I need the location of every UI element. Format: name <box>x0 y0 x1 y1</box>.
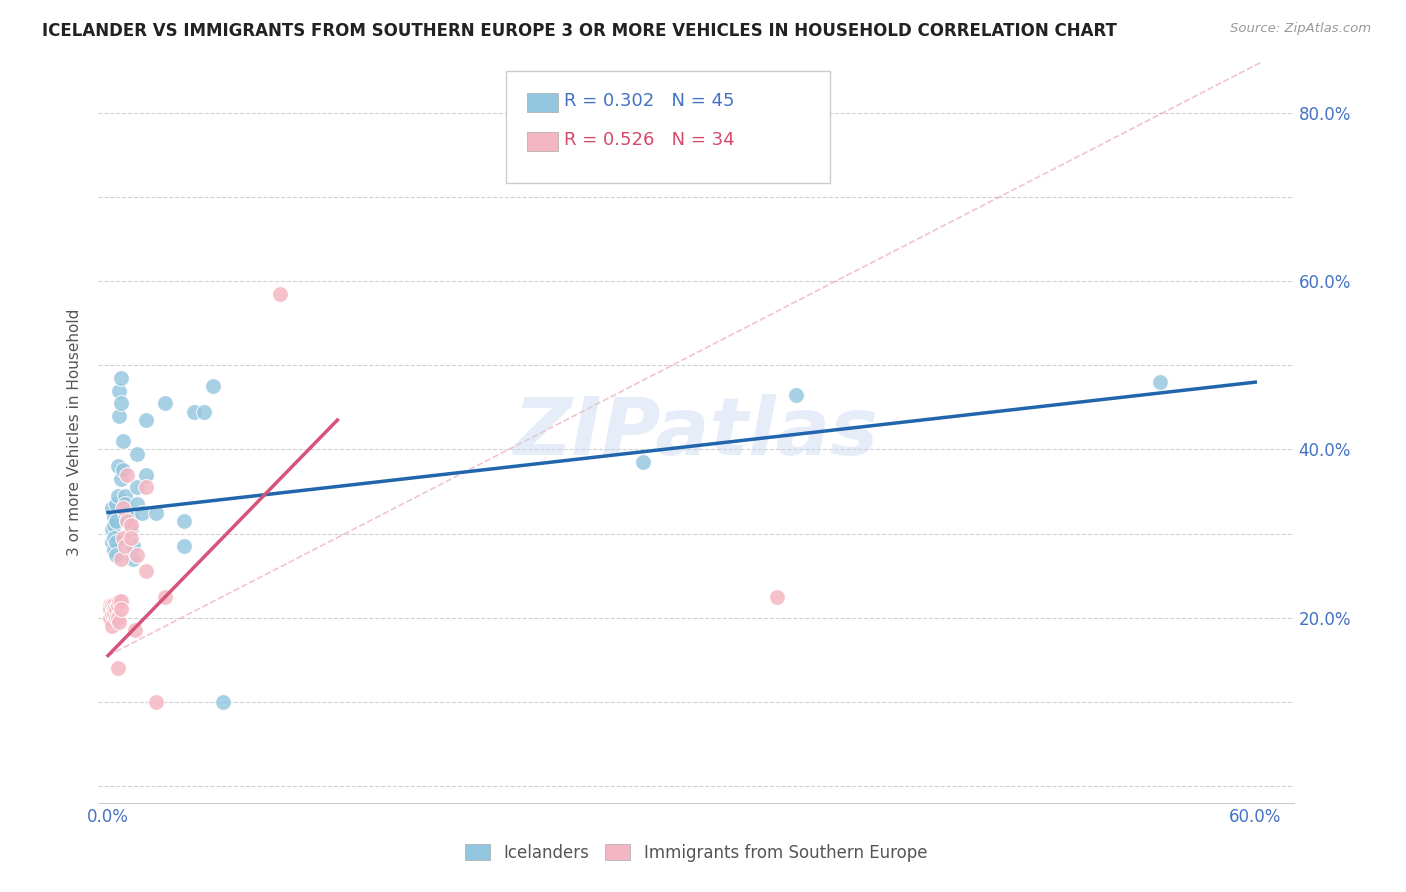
Point <box>135 413 157 427</box>
Point <box>101 607 124 621</box>
Point <box>125 497 148 511</box>
Text: R = 0.526   N = 34: R = 0.526 N = 34 <box>564 131 734 149</box>
Point <box>120 518 142 533</box>
Point <box>104 610 127 624</box>
Point <box>103 531 125 545</box>
Point <box>124 624 146 638</box>
Point <box>114 506 136 520</box>
Point <box>107 661 129 675</box>
Point <box>101 535 124 549</box>
Point <box>103 598 125 612</box>
Point <box>125 480 148 494</box>
Point <box>121 539 143 553</box>
Point <box>98 598 121 612</box>
Point <box>115 467 138 482</box>
Point <box>131 506 153 520</box>
Point <box>101 598 124 612</box>
Point <box>145 506 167 520</box>
Point <box>193 404 215 418</box>
Point <box>633 455 655 469</box>
Point <box>114 539 136 553</box>
Point <box>108 594 131 608</box>
Point <box>155 590 177 604</box>
Point <box>121 551 143 566</box>
Point <box>115 514 138 528</box>
Point <box>125 548 148 562</box>
Point <box>104 548 127 562</box>
Point <box>120 522 142 536</box>
Text: ZIPatlas: ZIPatlas <box>513 393 879 472</box>
Point <box>785 388 807 402</box>
Point <box>112 463 135 477</box>
Point <box>135 467 157 482</box>
Point <box>110 472 132 486</box>
Legend: Icelanders, Immigrants from Southern Europe: Icelanders, Immigrants from Southern Eur… <box>458 838 934 869</box>
Point <box>107 489 129 503</box>
Point <box>103 607 125 621</box>
Point <box>103 518 125 533</box>
Point <box>211 695 233 709</box>
Point <box>103 602 125 616</box>
Point <box>112 531 135 545</box>
Point <box>103 509 125 524</box>
Point <box>104 602 127 616</box>
Point <box>173 539 195 553</box>
Point <box>108 615 131 629</box>
Point <box>110 396 132 410</box>
Point <box>114 497 136 511</box>
Point <box>155 396 177 410</box>
Point <box>145 695 167 709</box>
Point <box>101 522 124 536</box>
Y-axis label: 3 or more Vehicles in Household: 3 or more Vehicles in Household <box>67 309 83 557</box>
Point <box>183 404 205 418</box>
Point <box>107 459 129 474</box>
Point <box>112 434 135 448</box>
Point <box>107 610 129 624</box>
Point <box>766 590 789 604</box>
Point <box>107 598 129 612</box>
Point <box>101 501 124 516</box>
Point <box>108 409 131 423</box>
Point <box>125 447 148 461</box>
Point <box>110 602 132 616</box>
Point <box>110 371 132 385</box>
Point <box>173 514 195 528</box>
Point <box>108 384 131 398</box>
Text: ICELANDER VS IMMIGRANTS FROM SOUTHERN EUROPE 3 OR MORE VEHICLES IN HOUSEHOLD COR: ICELANDER VS IMMIGRANTS FROM SOUTHERN EU… <box>42 22 1116 40</box>
Point <box>98 602 121 616</box>
Point <box>104 514 127 528</box>
Point <box>202 379 225 393</box>
Point <box>104 535 127 549</box>
Point <box>1149 375 1171 389</box>
Point <box>101 619 124 633</box>
Point <box>104 497 127 511</box>
Text: Source: ZipAtlas.com: Source: ZipAtlas.com <box>1230 22 1371 36</box>
Point <box>103 543 125 558</box>
Point <box>114 489 136 503</box>
Point <box>135 480 157 494</box>
Point <box>115 514 138 528</box>
Point <box>120 531 142 545</box>
Point <box>98 610 121 624</box>
Point <box>112 501 135 516</box>
Point <box>135 565 157 579</box>
Point <box>110 594 132 608</box>
Point <box>120 509 142 524</box>
Point <box>110 551 132 566</box>
Text: R = 0.302   N = 45: R = 0.302 N = 45 <box>564 92 734 110</box>
Point <box>269 286 291 301</box>
